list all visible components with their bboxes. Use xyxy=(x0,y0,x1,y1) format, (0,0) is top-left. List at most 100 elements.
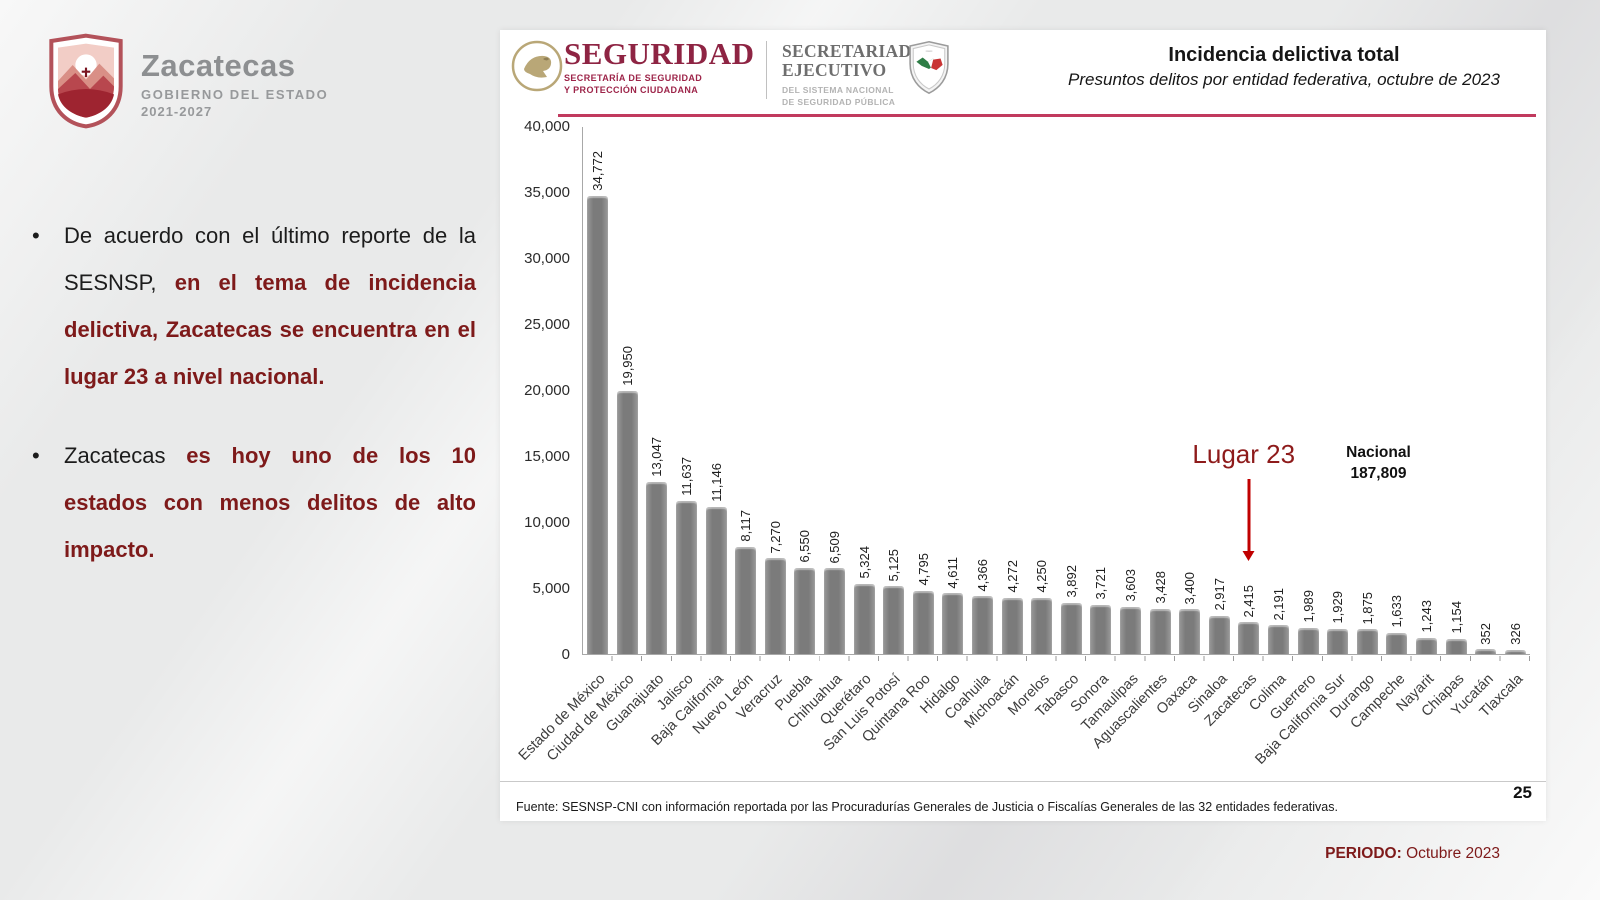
source-note: Fuente: SESNSP-CNI con información repor… xyxy=(516,800,1338,814)
state-logo-subtitle: GOBIERNO DEL ESTADO xyxy=(141,87,329,102)
y-axis: 0 5,000 10,000 15,000 20,000 25,000 30,000 35,0… xyxy=(510,118,578,663)
bar-value-label: 4,795 xyxy=(915,553,931,586)
bar-value-label: 6,509 xyxy=(827,530,843,564)
bar-column: 352 xyxy=(1471,127,1501,654)
bar xyxy=(1415,637,1437,654)
bar xyxy=(646,482,668,654)
bar xyxy=(1267,625,1289,654)
y-tick-label: 30,000 xyxy=(524,250,570,267)
y-tick-label: 10,000 xyxy=(524,514,570,531)
bar xyxy=(1090,604,1112,654)
seguridad-sub-line2: Y PROTECCIÓN CIUDADANA xyxy=(564,85,699,96)
period-label: PERIODO: xyxy=(1325,845,1402,862)
national-total-value: 187,809 xyxy=(1350,464,1407,482)
bar-value-label: 2,917 xyxy=(1211,578,1227,611)
bar xyxy=(1208,615,1230,654)
bullet-1-emphasis: en el tema de incidencia delictiva, Zaca… xyxy=(64,270,476,390)
bar-column: 11,637 xyxy=(672,127,702,654)
bar-column: 19,950 xyxy=(613,127,643,654)
bar-column: 2,191 xyxy=(1264,127,1294,654)
bar-column: 4,795 xyxy=(909,127,939,654)
bar-value-label: 8,117 xyxy=(738,510,754,543)
bar-value-label: 5,324 xyxy=(856,546,872,579)
national-total-title: Nacional xyxy=(1346,444,1411,461)
bar-value-label: 326 xyxy=(1507,623,1523,645)
bullet-item-2: • Zacatecas es hoy uno de los 10 estados… xyxy=(28,432,476,573)
bar xyxy=(1297,627,1319,654)
period-value: Octubre 2023 xyxy=(1401,845,1500,862)
bar-value-label: 2,415 xyxy=(1241,584,1257,618)
bar xyxy=(1504,649,1526,654)
bullet-list: • De acuerdo con el último reporte de la… xyxy=(28,212,476,606)
panel-header: SEGURIDAD SECRETARÍA DE SEGURIDAD Y PROT… xyxy=(500,30,1546,114)
secretariado-sub-line2: DE SEGURIDAD PÚBLICA xyxy=(782,96,896,107)
bar-column: 3,400 xyxy=(1175,127,1205,654)
bar xyxy=(676,500,698,654)
bar xyxy=(1238,622,1260,654)
bar-column: 3,428 xyxy=(1145,127,1175,654)
bar-value-label: 3,428 xyxy=(1152,571,1168,604)
bar xyxy=(1001,597,1023,654)
bar-column: 2,415 xyxy=(1234,127,1264,654)
bar-value-label: 6,550 xyxy=(797,530,813,563)
bar-value-label: 11,637 xyxy=(679,456,695,496)
bullet-item-1: • De acuerdo con el último reporte de la… xyxy=(28,212,476,400)
bar xyxy=(587,195,609,654)
y-tick-label: 20,000 xyxy=(524,382,570,399)
state-logo-years: 2021-2027 xyxy=(141,104,213,119)
bar-column: 4,250 xyxy=(1027,127,1057,654)
bar-value-label: 3,721 xyxy=(1093,567,1109,600)
secretariado-sub-line1: DEL SISTEMA NACIONAL xyxy=(782,84,894,95)
bar xyxy=(1445,638,1467,654)
bar xyxy=(794,567,816,654)
bar-column: 3,721 xyxy=(1086,127,1116,654)
bar-column: 4,611 xyxy=(938,127,968,654)
bar xyxy=(1149,608,1171,654)
snsp-shield-icon: ▪▪▪▪▪▪ xyxy=(908,40,950,101)
x-axis-labels: Estado de México Ciudad de México Guanajua… xyxy=(515,661,1530,777)
bar xyxy=(853,583,875,654)
y-tick-label: 0 xyxy=(561,646,570,663)
bar-value-label: 1,875 xyxy=(1359,591,1375,625)
bar-value-label: 11,146 xyxy=(708,463,724,503)
bar-value-label: 4,611 xyxy=(945,556,961,589)
period-note: PERIODO: Octubre 2023 xyxy=(1325,845,1500,863)
y-tick-label: 40,000 xyxy=(524,118,570,135)
bar-column: 1,929 xyxy=(1323,127,1353,654)
bar xyxy=(824,568,846,654)
bar-column: 6,509 xyxy=(820,127,850,654)
bar-column: 2,917 xyxy=(1204,127,1234,654)
bar xyxy=(1327,628,1349,654)
bullet-marker: • xyxy=(32,223,40,248)
state-logo-name: Zacatecas xyxy=(141,48,296,83)
bar xyxy=(1356,629,1378,654)
bar-value-label: 34,772 xyxy=(590,151,606,191)
bar xyxy=(912,590,934,654)
bar-value-label: 1,243 xyxy=(1418,600,1434,633)
report-panel: SEGURIDAD SECRETARÍA DE SEGURIDAD Y PROT… xyxy=(500,30,1546,821)
bar-value-label: 1,633 xyxy=(1389,594,1405,628)
bar-value-label: 13,047 xyxy=(649,437,665,478)
bar-value-label: 3,400 xyxy=(1182,571,1198,605)
chart-title: Incidencia delictiva total xyxy=(1168,44,1400,66)
lugar-23-arrow-icon xyxy=(1242,479,1255,561)
seguridad-sub-line1: SECRETARÍA DE SEGURIDAD xyxy=(564,73,703,83)
bar-value-label: 1,929 xyxy=(1330,591,1346,624)
lugar-23-annotation: Lugar 23 xyxy=(1192,439,1296,469)
bar-column: 7,270 xyxy=(761,127,791,654)
bar-column: 13,047 xyxy=(642,127,672,654)
bar xyxy=(883,586,905,654)
bar xyxy=(1179,609,1201,654)
bar-column: 3,892 xyxy=(1057,127,1087,654)
bar xyxy=(616,391,638,654)
bar xyxy=(1031,598,1053,654)
bar xyxy=(1475,649,1497,654)
zacatecas-shield-icon xyxy=(45,33,127,134)
bar-column: 8,117 xyxy=(731,127,761,654)
bar-column: 1,633 xyxy=(1382,127,1412,654)
bar-column: 4,366 xyxy=(968,127,998,654)
bar-column: 1,154 xyxy=(1441,127,1471,654)
chart-subtitle: Presuntos delitos por entidad federativa… xyxy=(1068,70,1500,89)
bars-row: 34,772 19,950 13,047 11,637 11,146 8,117 7,270… xyxy=(583,127,1530,654)
bar-value-label: 1,989 xyxy=(1300,590,1316,623)
